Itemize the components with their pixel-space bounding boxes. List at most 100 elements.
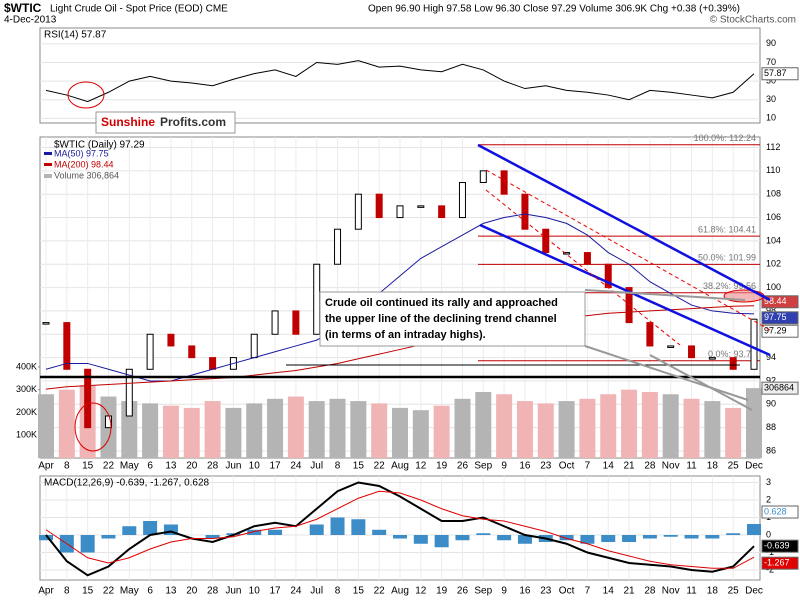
histogram-bar xyxy=(39,535,53,541)
x-tick-label: 8 xyxy=(335,461,341,472)
x-tick-label: 7 xyxy=(585,461,591,472)
x-tick-label: 24 xyxy=(290,586,302,597)
volume-bar xyxy=(58,389,75,458)
histogram-bar xyxy=(559,535,574,541)
candle xyxy=(104,415,112,429)
fib-label: 50.0%: 101.99 xyxy=(698,253,756,263)
watermark-box xyxy=(95,111,236,134)
fib-label: 0.0%: 93.73 xyxy=(708,349,756,359)
candle xyxy=(396,205,404,219)
histogram-bar xyxy=(747,524,761,536)
x-tick-label: Nov xyxy=(662,586,680,597)
candle xyxy=(646,322,654,347)
panel-title: $WTIC (Daily) 97.29 xyxy=(54,140,145,151)
x-tick-label: 22 xyxy=(103,586,115,597)
candle xyxy=(250,333,258,359)
x-tick-label: 28 xyxy=(207,461,219,472)
candle xyxy=(63,322,71,370)
x-tick-label: 16 xyxy=(519,586,531,597)
histogram-bar xyxy=(642,535,657,539)
volume-bar xyxy=(746,388,762,458)
volume-bar xyxy=(162,405,179,458)
candle xyxy=(417,205,425,208)
pointer xyxy=(649,354,753,411)
volume-tick-label: 400K xyxy=(16,361,37,371)
x-tick-label: 18 xyxy=(707,461,719,472)
x-tick-label: 21 xyxy=(623,586,635,597)
watermark: Sunshine xyxy=(101,115,155,129)
value-tag xyxy=(761,311,799,325)
x-tick-label: Dec xyxy=(745,586,763,597)
x-tick-label: 15 xyxy=(82,461,94,472)
y-tick-label: 98 xyxy=(766,305,776,315)
volume-tick-label: 200K xyxy=(16,407,37,417)
value-tag xyxy=(761,295,799,309)
x-tick-label: 20 xyxy=(186,586,198,597)
y-tick-label: 0 xyxy=(766,529,771,539)
x-tick-label: 6 xyxy=(147,586,153,597)
x-tick-label: 15 xyxy=(353,586,365,597)
x-tick-label: 15 xyxy=(353,461,365,472)
histogram-bar xyxy=(393,535,407,539)
value-label: -0.639 xyxy=(764,541,790,551)
x-tick-label: 23 xyxy=(540,586,552,597)
candle xyxy=(667,345,675,348)
legend-swatch xyxy=(44,163,52,166)
volume-tick-label: 100K xyxy=(16,430,37,440)
x-tick-label: 10 xyxy=(249,461,261,472)
trend-line xyxy=(479,223,771,357)
x-tick-label: 16 xyxy=(519,461,531,472)
x-tick-label: Apr xyxy=(38,586,54,597)
volume-bar xyxy=(267,398,284,458)
value-tag xyxy=(761,381,799,395)
candle xyxy=(125,368,133,417)
x-tick-label: 12 xyxy=(415,586,427,597)
x-tick-label: Nov xyxy=(662,461,680,472)
x-tick-label: 22 xyxy=(374,461,386,472)
volume-bar xyxy=(662,394,679,458)
x-tick-label: 23 xyxy=(540,461,552,472)
annotation: Crude oil continued its rally and approa… xyxy=(325,297,558,309)
value-label: 98.44 xyxy=(764,296,787,306)
y-tick-label: 90 xyxy=(766,38,776,48)
candle xyxy=(542,228,550,254)
x-tick-label: Jun xyxy=(225,461,241,472)
candle xyxy=(438,205,446,219)
x-tick-label: Oct xyxy=(559,461,575,472)
legend-entry: Volume 306,864 xyxy=(54,170,119,180)
volume-bar xyxy=(704,401,721,458)
x-tick-label: 28 xyxy=(644,586,656,597)
highlight-circle xyxy=(67,81,105,109)
quote: Open 96.90 High 97.58 Low 96.30 Close 97… xyxy=(368,4,740,15)
histogram-bar xyxy=(455,535,470,541)
x-tick-label: Oct xyxy=(559,586,575,597)
x-tick-label: 19 xyxy=(436,586,448,597)
histogram-bar xyxy=(476,533,491,536)
value-label: 97.75 xyxy=(764,312,787,322)
x-tick-label: May xyxy=(120,586,139,597)
volume-bar xyxy=(433,405,450,458)
candle xyxy=(688,345,696,359)
x-tick-label: 25 xyxy=(728,461,740,472)
x-tick-label: 21 xyxy=(623,461,635,472)
y-tick-label: 112 xyxy=(766,142,780,152)
candle xyxy=(521,193,529,230)
candle xyxy=(334,228,342,265)
y-tick-label: 30 xyxy=(766,94,776,104)
candle xyxy=(146,333,154,370)
candle xyxy=(583,252,591,265)
volume-bar xyxy=(641,391,658,458)
x-tick-label: 26 xyxy=(457,586,469,597)
x-tick-label: Sep xyxy=(474,461,492,472)
x-tick-label: 13 xyxy=(165,461,177,472)
volume-bar xyxy=(537,403,554,458)
volume-bar xyxy=(412,410,429,458)
candle xyxy=(167,333,175,347)
volume-bar xyxy=(350,401,367,458)
x-tick-label: Dec xyxy=(745,461,763,472)
annotation-box xyxy=(319,291,586,347)
candle xyxy=(42,322,50,325)
candle xyxy=(188,345,196,359)
x-tick-label: 10 xyxy=(249,586,261,597)
histogram-bar xyxy=(517,535,532,544)
